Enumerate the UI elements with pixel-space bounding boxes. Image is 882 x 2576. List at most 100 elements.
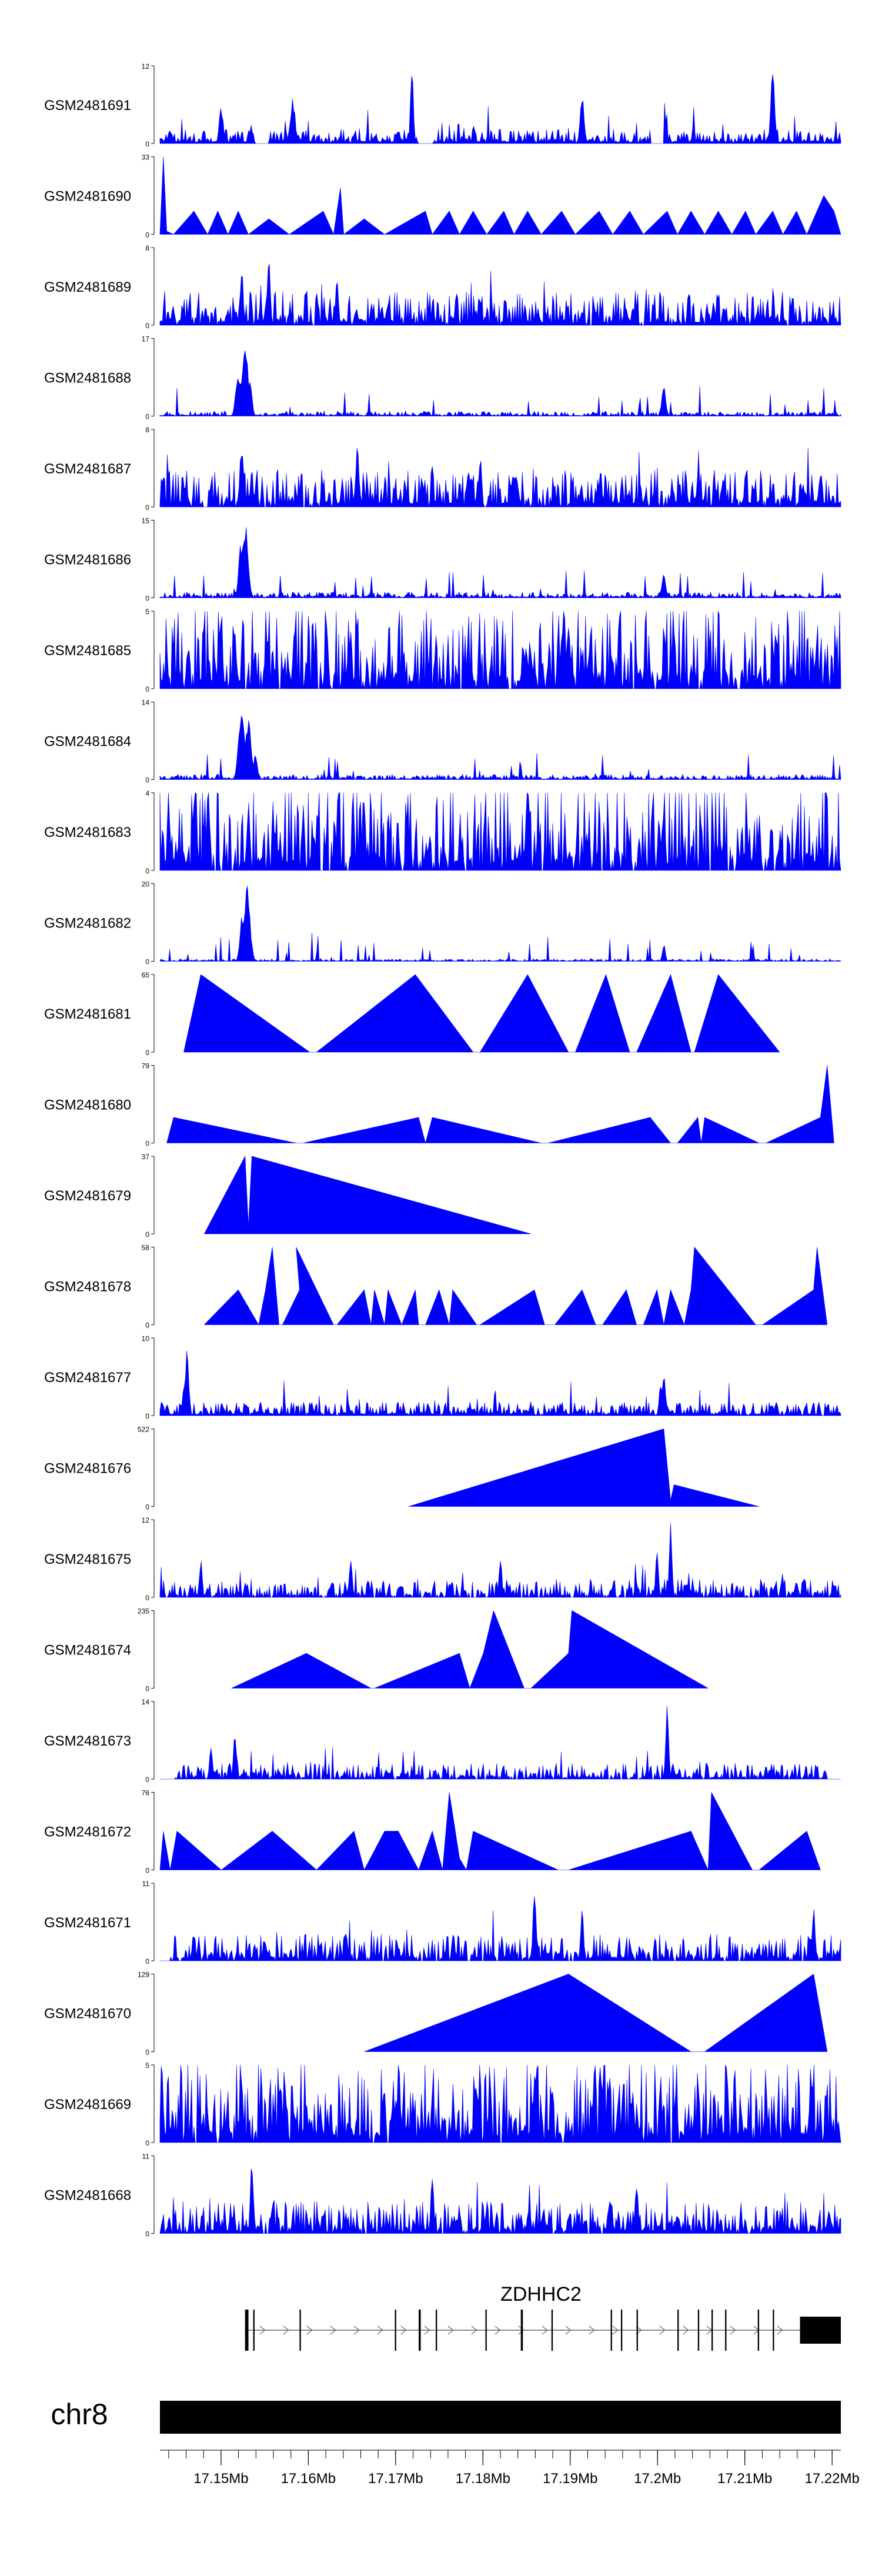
- track-label: GSM2481670: [44, 2006, 131, 2022]
- track-GSM2481676: GSM2481676 522 0: [44, 1426, 760, 1511]
- track-label: GSM2481671: [44, 1915, 131, 1931]
- y-max-label: 8: [145, 426, 149, 434]
- strand-arrow: [777, 2325, 783, 2335]
- strand-arrow: [447, 2325, 454, 2335]
- track-label: GSM2481686: [44, 552, 131, 568]
- coverage-area: [408, 1429, 760, 1507]
- y-max-label: 8: [145, 244, 149, 252]
- y-max-label: 20: [142, 880, 150, 889]
- strand-arrow: [495, 2325, 501, 2335]
- y-max-label: 129: [138, 1971, 149, 1979]
- coverage-area: [203, 1246, 828, 1326]
- y-min-label: 0: [145, 1503, 149, 1511]
- x-tick-label: 17.16Mb: [281, 2471, 336, 2487]
- track-label: GSM2481677: [44, 1370, 131, 1386]
- track-label: GSM2481684: [44, 734, 131, 750]
- track-label: GSM2481679: [44, 1188, 131, 1204]
- coverage-area: [203, 1155, 532, 1234]
- strand-arrow: [612, 2325, 619, 2335]
- exon: [725, 2310, 727, 2351]
- exon: [610, 2310, 612, 2351]
- coverage-area: [166, 1065, 834, 1144]
- y-min-label: 0: [145, 1594, 149, 1602]
- x-tick-label: 17.19Mb: [543, 2471, 597, 2487]
- exon: [435, 2310, 437, 2351]
- y-max-label: 76: [142, 1789, 150, 1797]
- x-tick-label: 17.17Mb: [368, 2471, 423, 2487]
- y-max-label: 14: [142, 1698, 150, 1706]
- x-tick-label: 17.18Mb: [456, 2471, 510, 2487]
- strand-arrow: [400, 2325, 407, 2335]
- y-min-label: 0: [145, 1776, 149, 1784]
- track-GSM2481683: GSM2481683 4 0: [44, 789, 841, 875]
- y-max-label: 10: [142, 1334, 150, 1343]
- track-label: GSM2481681: [44, 1006, 131, 1022]
- track-label: GSM2481668: [44, 2188, 131, 2204]
- y-min-label: 0: [145, 2139, 149, 2147]
- coverage-area: [159, 527, 841, 598]
- exon: [711, 2310, 713, 2351]
- strand-arrow: [259, 2325, 266, 2335]
- y-min-label: 0: [145, 1140, 149, 1148]
- x-tick-label: 17.2Mb: [634, 2471, 681, 2487]
- x-tick-label: 17.21Mb: [717, 2471, 772, 2487]
- chromosome-label: chr8: [51, 2398, 108, 2431]
- coverage-area: [159, 351, 841, 416]
- coverage-area: [160, 1896, 841, 1962]
- y-max-label: 12: [142, 1516, 150, 1524]
- y-min-label: 0: [145, 776, 149, 785]
- y-min-label: 0: [145, 1322, 149, 1330]
- exon: [677, 2310, 679, 2351]
- y-min-label: 0: [145, 1957, 149, 1966]
- x-tick-label: 17.22Mb: [804, 2471, 859, 2487]
- y-max-label: 37: [142, 1153, 150, 1161]
- track-label: GSM2481678: [44, 1279, 131, 1295]
- track-label: GSM2481683: [44, 825, 131, 840]
- y-min-label: 0: [145, 1867, 149, 1875]
- y-min-label: 0: [145, 140, 149, 148]
- exon: [253, 2310, 255, 2351]
- coverage-area: [159, 2064, 841, 2143]
- track-GSM2481670: GSM2481670 129 0: [44, 1971, 828, 2057]
- coverage-area: [159, 448, 841, 508]
- strand-arrow: [471, 2325, 477, 2335]
- track-GSM2481673: GSM2481673 14 0: [44, 1698, 841, 1784]
- track-GSM2481672: GSM2481672 76 0: [44, 1789, 821, 1875]
- y-max-label: 33: [142, 154, 150, 162]
- exon: [800, 2317, 841, 2344]
- track-GSM2481680: GSM2481680 79 0: [44, 1062, 834, 1148]
- y-max-label: 11: [142, 2153, 150, 2161]
- y-max-label: 65: [142, 971, 150, 979]
- track-label: GSM2481673: [44, 1733, 131, 1749]
- strand-arrow: [683, 2325, 689, 2335]
- y-max-label: 522: [138, 1426, 149, 1434]
- coverage-area: [159, 715, 841, 780]
- strand-arrow: [659, 2325, 666, 2335]
- track-GSM2481685: GSM2481685 5 0: [44, 608, 841, 693]
- strand-arrow: [542, 2325, 548, 2335]
- coverage-area: [159, 886, 841, 962]
- strand-arrow: [283, 2325, 289, 2335]
- track-GSM2481682: GSM2481682 20 0: [44, 880, 841, 966]
- y-max-label: 5: [145, 608, 149, 616]
- exon: [773, 2310, 774, 2351]
- exon: [697, 2310, 700, 2351]
- coverage-area: [159, 1350, 841, 1417]
- coverage-tracks: GSM2481691120GSM2481690330GSM248168980GS…: [44, 62, 841, 2238]
- track-label: GSM2481676: [44, 1461, 131, 1477]
- track-label: GSM2481669: [44, 2097, 131, 2113]
- y-max-label: 12: [142, 62, 150, 71]
- exon: [551, 2310, 553, 2351]
- strand-arrow: [565, 2325, 572, 2335]
- y-min-label: 0: [145, 595, 149, 603]
- track-GSM2481687: GSM2481687 8 0: [44, 426, 841, 512]
- strand-arrow: [518, 2325, 524, 2335]
- track-GSM2481669: GSM2481669 5 0: [44, 2061, 841, 2147]
- strand-arrow: [424, 2325, 430, 2335]
- track-label: GSM2481685: [44, 643, 131, 659]
- gene-label: ZDHHC2: [500, 2283, 582, 2305]
- track-GSM2481684: GSM2481684 14 0: [44, 699, 841, 785]
- coverage-area: [159, 792, 841, 871]
- exon: [245, 2310, 249, 2351]
